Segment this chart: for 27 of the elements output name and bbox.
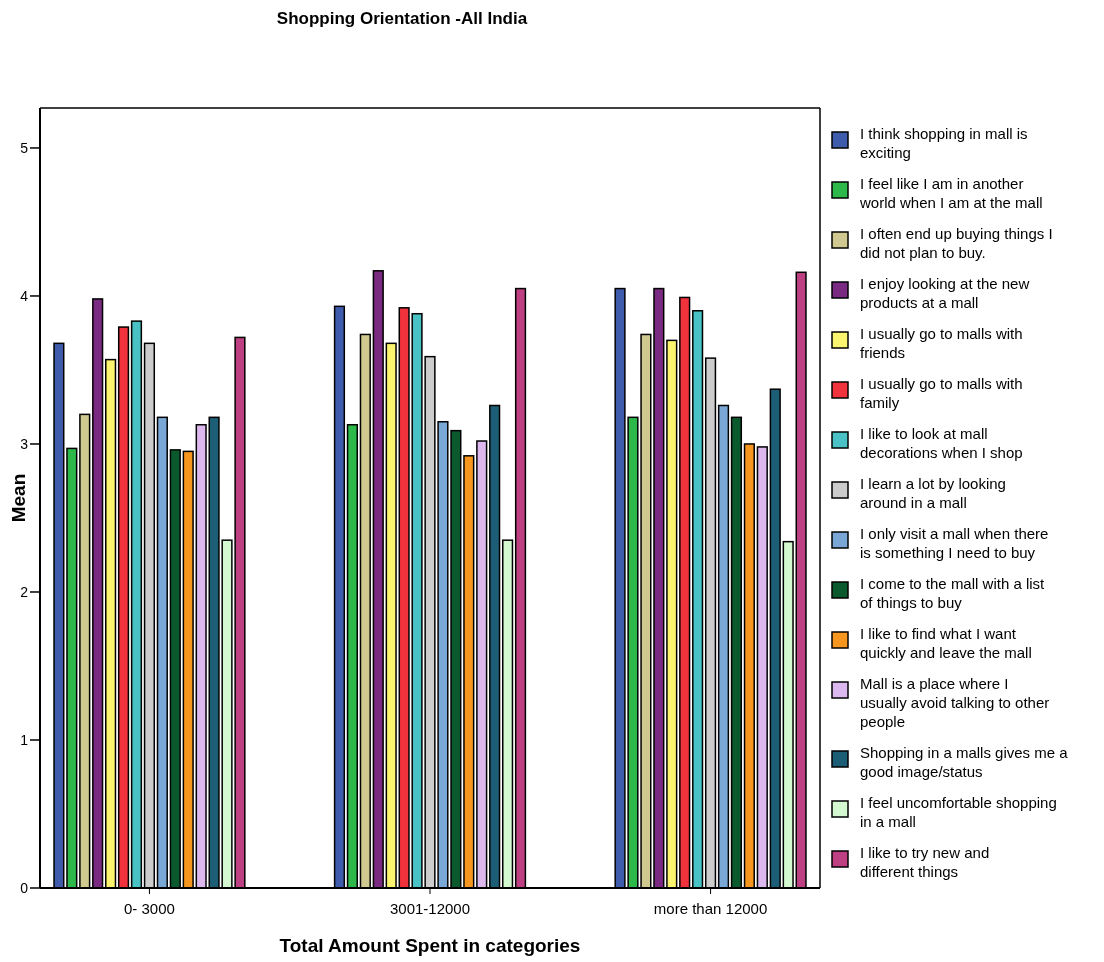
- y-tick-label: 5: [20, 139, 29, 156]
- x-tick-label: 3001-12000: [389, 900, 471, 917]
- legend-label: I come to the mall with a list of things to buy: [860, 575, 1046, 611]
- x-tick-label: 0- 3000: [123, 900, 175, 917]
- y-tick-label: 1: [20, 731, 29, 748]
- x-axis-title: Total Amount Spent in categories: [279, 935, 581, 956]
- legend-label: I learn a lot by looking around in a mall: [860, 475, 1006, 511]
- x-tick-label: more than 12000: [653, 900, 768, 917]
- legend-label: I often end up buying things I did not plan to buy.: [860, 225, 1053, 261]
- y-tick-label: 0: [20, 879, 29, 896]
- legend-label: I like to look at mall decorations when I shop: [860, 425, 1023, 461]
- legend-label: I think shopping in mall is exciting: [860, 125, 1028, 161]
- legend-label: I feel like I am in another world when I am at the mall: [859, 175, 1043, 211]
- legend-label: Mall is a place where I usually avoid talking to other people: [860, 675, 1050, 730]
- legend-label: I usually go to malls with family: [860, 375, 1023, 411]
- y-tick-label: 4: [20, 287, 29, 304]
- y-axis-title: Mean: [8, 473, 29, 523]
- y-tick-label: 3: [20, 435, 29, 452]
- legend-label: I usually go to malls with friends: [860, 325, 1023, 361]
- chart-title: Shopping Orientation -All India: [276, 9, 528, 28]
- legend-label: I like to find what I want quickly and leave the mall: [860, 625, 1032, 661]
- legend-label: Shopping in a malls gives me a good image/status: [860, 744, 1069, 780]
- legend-label: I only visit a mall when there is something I need to buy: [860, 525, 1049, 561]
- legend-label: I feel uncomfortable shopping in a mall: [860, 794, 1057, 830]
- legend-label: I like to try new and different things: [860, 844, 990, 880]
- legend-label: I enjoy looking at the new products at a mall: [860, 275, 1030, 311]
- y-tick-label: 2: [20, 583, 29, 600]
